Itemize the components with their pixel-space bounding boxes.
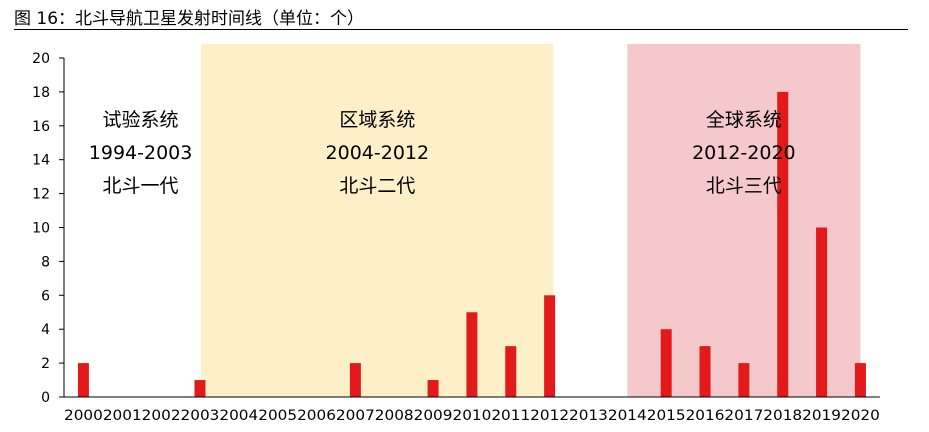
bars xyxy=(77,91,866,398)
bar xyxy=(816,227,828,397)
y-tick-label: 18 xyxy=(32,85,50,101)
x-tick-label: 2018 xyxy=(763,408,802,424)
bar xyxy=(194,380,206,397)
y-tick-label: 10 xyxy=(32,221,50,237)
figure-title: 图 16：北斗导航卫星发射时间线（单位：个） xyxy=(14,9,365,29)
y-tick-label: 8 xyxy=(41,254,50,270)
y-tick-label: 16 xyxy=(32,119,50,135)
era-band-label: 1994-2003 xyxy=(89,142,193,164)
x-tick-label: 2005 xyxy=(258,408,297,424)
x-tick-label: 2010 xyxy=(453,408,492,424)
bar xyxy=(505,346,517,397)
title-rule xyxy=(14,29,908,30)
bar xyxy=(738,363,750,397)
y-tick-label: 12 xyxy=(32,187,50,203)
x-tick-label: 2002 xyxy=(142,408,181,424)
bar xyxy=(77,363,89,397)
x-axis: 2000 2001 2002 2003 2004 2005 2006 2007 2008 2009… xyxy=(64,396,880,424)
x-tick-label: 2007 xyxy=(336,408,375,424)
era-band-label: 区域系统 xyxy=(339,109,415,131)
bar xyxy=(660,329,672,397)
bar xyxy=(427,380,439,397)
x-tick-label: 2014 xyxy=(608,408,647,424)
x-tick-label: 2008 xyxy=(375,408,414,424)
x-tick-label: 2012 xyxy=(530,408,569,424)
x-tick-label: 2001 xyxy=(103,408,142,424)
x-tick-label: 2016 xyxy=(686,408,725,424)
x-tick-label: 2017 xyxy=(724,408,763,424)
x-tick-label: 2009 xyxy=(414,408,453,424)
y-tick-label: 14 xyxy=(32,153,50,169)
bar xyxy=(349,363,361,397)
x-tick-label: 2004 xyxy=(219,408,258,424)
era-band-label: 北斗一代 xyxy=(103,175,179,197)
era-band-label: 2012-2020 xyxy=(692,142,796,164)
bar xyxy=(699,346,711,397)
x-tick-label: 2011 xyxy=(491,408,530,424)
bar xyxy=(544,295,556,397)
era-band-label: 2004-2012 xyxy=(326,142,430,164)
x-tick-label: 2000 xyxy=(64,408,103,424)
era-band xyxy=(64,44,202,397)
bar xyxy=(854,363,866,397)
era-band xyxy=(201,44,554,397)
x-tick-label: 2019 xyxy=(802,408,841,424)
era-band-label: 北斗三代 xyxy=(706,175,782,197)
y-tick-label: 4 xyxy=(41,322,50,338)
y-tick-label: 6 xyxy=(41,288,50,304)
x-tick-label: 2013 xyxy=(569,408,608,424)
y-axis: 0 2 4 6 8 10 12 14 16 18 20 xyxy=(32,51,65,406)
y-tick-label: 20 xyxy=(32,51,50,67)
y-tick-label: 2 xyxy=(41,356,50,372)
bar xyxy=(466,312,478,397)
x-tick-label: 2003 xyxy=(181,408,220,424)
y-tick-label: 0 xyxy=(41,390,50,406)
x-tick-label: 2006 xyxy=(297,408,336,424)
x-tick-label: 2015 xyxy=(647,408,686,424)
era-bands xyxy=(64,44,861,397)
x-tick-label: 2020 xyxy=(841,408,880,424)
era-band-label: 试验系统 xyxy=(103,109,179,131)
era-band-label: 全球系统 xyxy=(706,109,782,131)
bar xyxy=(777,91,789,398)
era-band-label: 北斗二代 xyxy=(339,175,415,197)
era-band-labels: 试验系统 1994-2003 北斗一代 区域系统 2004-2012 北斗二代 全球系统 20… xyxy=(89,109,796,197)
